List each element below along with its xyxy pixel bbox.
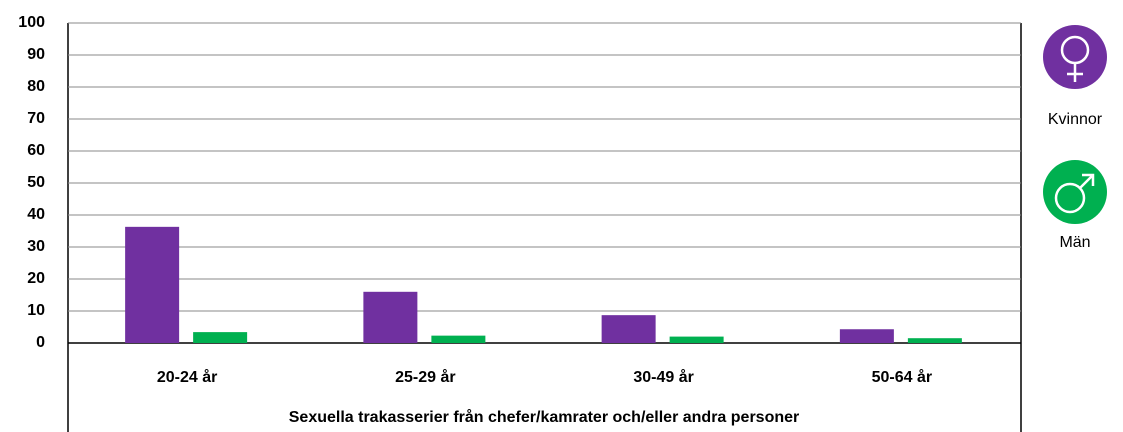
y-tick-label: 0 <box>36 334 45 351</box>
bar <box>431 335 486 343</box>
male-symbol <box>1054 182 1086 214</box>
legend-label: Kvinnor <box>1048 111 1103 128</box>
bar <box>363 291 418 343</box>
bar <box>669 336 724 343</box>
bar <box>125 226 180 343</box>
legend-icon-female <box>1043 25 1107 89</box>
y-tick-label: 80 <box>27 78 45 95</box>
y-tick-label: 60 <box>27 142 45 159</box>
y-tick-label: 30 <box>27 238 45 255</box>
bar <box>601 315 656 343</box>
bar <box>839 329 894 343</box>
x-tick-label: 20-24 år <box>157 368 218 386</box>
legend: Kvinnor Män <box>1043 25 1107 251</box>
female-symbol-cross <box>1067 63 1083 82</box>
y-tick-label: 100 <box>18 14 45 31</box>
y-tick-label: 10 <box>27 302 45 319</box>
male-symbol-arrow <box>1079 173 1095 189</box>
legend-icon-male <box>1043 160 1107 224</box>
x-tick-label: 25-29 år <box>395 368 456 386</box>
x-tick-label: 30-49 år <box>633 368 694 386</box>
y-tick-label: 90 <box>27 46 45 63</box>
bar <box>193 332 248 343</box>
y-tick-label: 40 <box>27 206 45 223</box>
x-tick-label: 50-64 år <box>872 368 933 386</box>
legend-label: Män <box>1059 234 1090 251</box>
x-axis-label: Sexuella trakasserier från chefer/kamrat… <box>289 408 799 426</box>
y-tick-label: 50 <box>27 174 45 191</box>
y-tick-label: 70 <box>27 110 45 127</box>
y-tick-label: 20 <box>27 270 45 287</box>
bar <box>907 338 962 343</box>
